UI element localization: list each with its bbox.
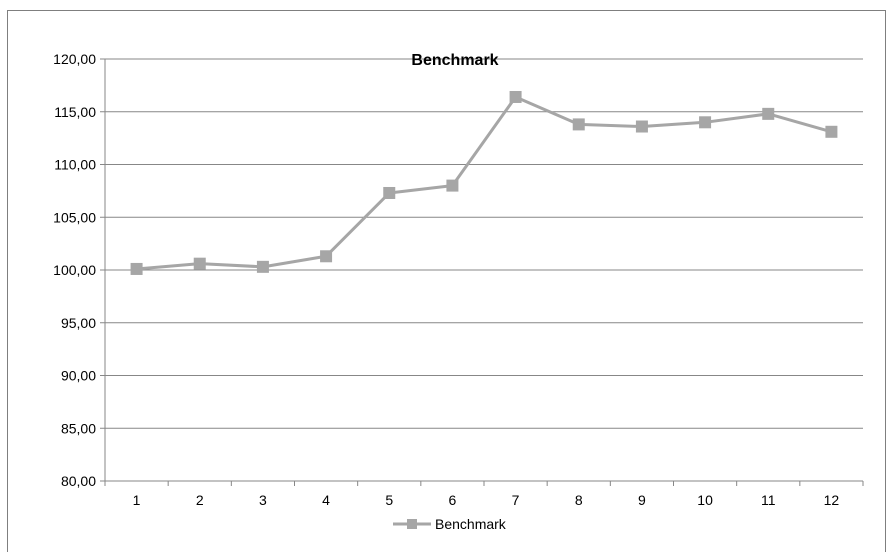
data-point-marker bbox=[825, 125, 838, 138]
x-tick-label: 2 bbox=[196, 492, 204, 508]
y-tick-label: 100,00 bbox=[53, 262, 96, 278]
data-point-marker bbox=[130, 262, 143, 275]
data-point-marker bbox=[572, 118, 585, 131]
legend-label: Benchmark bbox=[435, 516, 507, 532]
x-tick-label: 12 bbox=[824, 492, 840, 508]
y-tick-label: 105,00 bbox=[53, 209, 96, 225]
data-point-marker bbox=[193, 257, 206, 270]
data-point-marker bbox=[509, 90, 522, 103]
x-tick-label: 7 bbox=[512, 492, 520, 508]
x-tick-label: 8 bbox=[575, 492, 583, 508]
y-tick-label: 85,00 bbox=[61, 420, 96, 436]
x-tick-label: 1 bbox=[133, 492, 141, 508]
x-tick-label: 10 bbox=[697, 492, 713, 508]
gridlines bbox=[105, 58, 863, 482]
data-point-marker bbox=[699, 116, 712, 129]
x-axis-tick-labels: 1 2 3 4 5 6 7 8 9 10 11 12 bbox=[133, 492, 840, 508]
x-tick-label: 3 bbox=[259, 492, 267, 508]
legend: Benchmark bbox=[393, 516, 507, 532]
series-benchmark bbox=[130, 90, 838, 275]
y-axis-tick-labels: 80,00 85,00 90,00 95,00 100,00 105,00 110,00 11… bbox=[53, 51, 96, 489]
legend-marker bbox=[407, 519, 417, 529]
chart-border bbox=[7, 10, 886, 552]
x-tick-label: 9 bbox=[638, 492, 646, 508]
x-tick-label: 5 bbox=[385, 492, 393, 508]
y-tick-label: 110,00 bbox=[54, 157, 96, 173]
axes bbox=[100, 58, 864, 486]
data-point-marker bbox=[383, 186, 396, 199]
x-tick-label: 11 bbox=[761, 492, 776, 508]
data-point-marker bbox=[635, 120, 648, 133]
data-point-marker bbox=[446, 179, 459, 192]
y-tick-label: 95,00 bbox=[61, 315, 96, 331]
y-tick-label: 115,00 bbox=[54, 104, 96, 120]
y-tick-label: 80,00 bbox=[61, 473, 96, 489]
x-tick-label: 4 bbox=[322, 492, 330, 508]
y-tick-label: 90,00 bbox=[61, 368, 96, 384]
x-tick-label: 6 bbox=[449, 492, 457, 508]
chart-title: Benchmark bbox=[411, 52, 498, 69]
data-point-marker bbox=[256, 260, 269, 273]
y-tick-label: 120,00 bbox=[53, 51, 96, 67]
data-point-marker bbox=[762, 107, 775, 120]
data-point-marker bbox=[320, 250, 333, 263]
series-line bbox=[136, 95, 832, 271]
